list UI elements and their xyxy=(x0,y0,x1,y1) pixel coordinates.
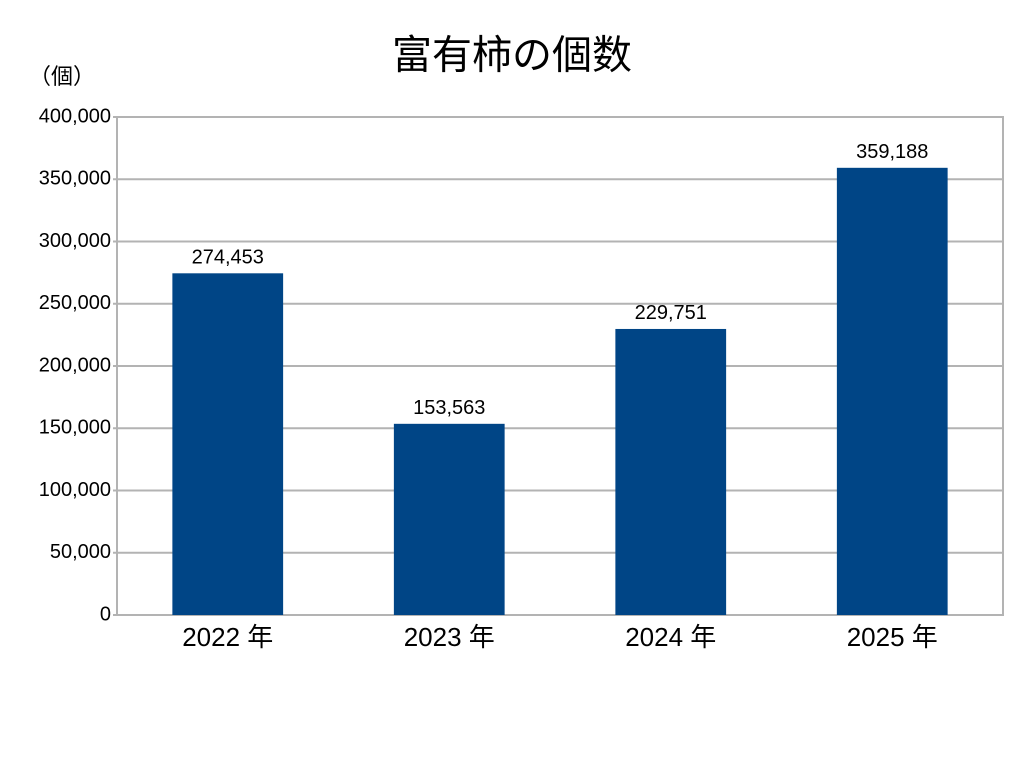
y-tick-label: 150,000 xyxy=(39,417,111,439)
y-tick-label: 250,000 xyxy=(39,292,111,314)
data-label: 359,188 xyxy=(856,141,928,163)
bar xyxy=(836,167,948,615)
data-label: 153,563 xyxy=(413,397,485,419)
y-unit-label: （個） xyxy=(29,64,95,89)
x-tick-label: 2022 年 xyxy=(182,622,273,652)
data-label: 229,751 xyxy=(635,302,707,324)
bar xyxy=(615,328,727,615)
y-tick-label: 50,000 xyxy=(50,541,111,563)
y-tick-label: 0 xyxy=(100,603,111,625)
bar xyxy=(393,423,505,615)
y-tick-label: 200,000 xyxy=(39,354,111,376)
x-tick-label: 2025 年 xyxy=(847,622,938,652)
y-tick-label: 100,000 xyxy=(39,479,111,501)
x-tick-label: 2023 年 xyxy=(404,622,495,652)
plot-frame xyxy=(116,116,1004,616)
data-label: 274,453 xyxy=(192,247,264,269)
x-tick-label: 2024 年 xyxy=(625,622,716,652)
chart-title: 富有柿の個数 xyxy=(392,34,632,78)
y-tick-label: 350,000 xyxy=(39,168,111,190)
bar xyxy=(172,273,284,615)
y-tick-label: 300,000 xyxy=(39,230,111,252)
y-tick-label: 400,000 xyxy=(39,105,111,127)
